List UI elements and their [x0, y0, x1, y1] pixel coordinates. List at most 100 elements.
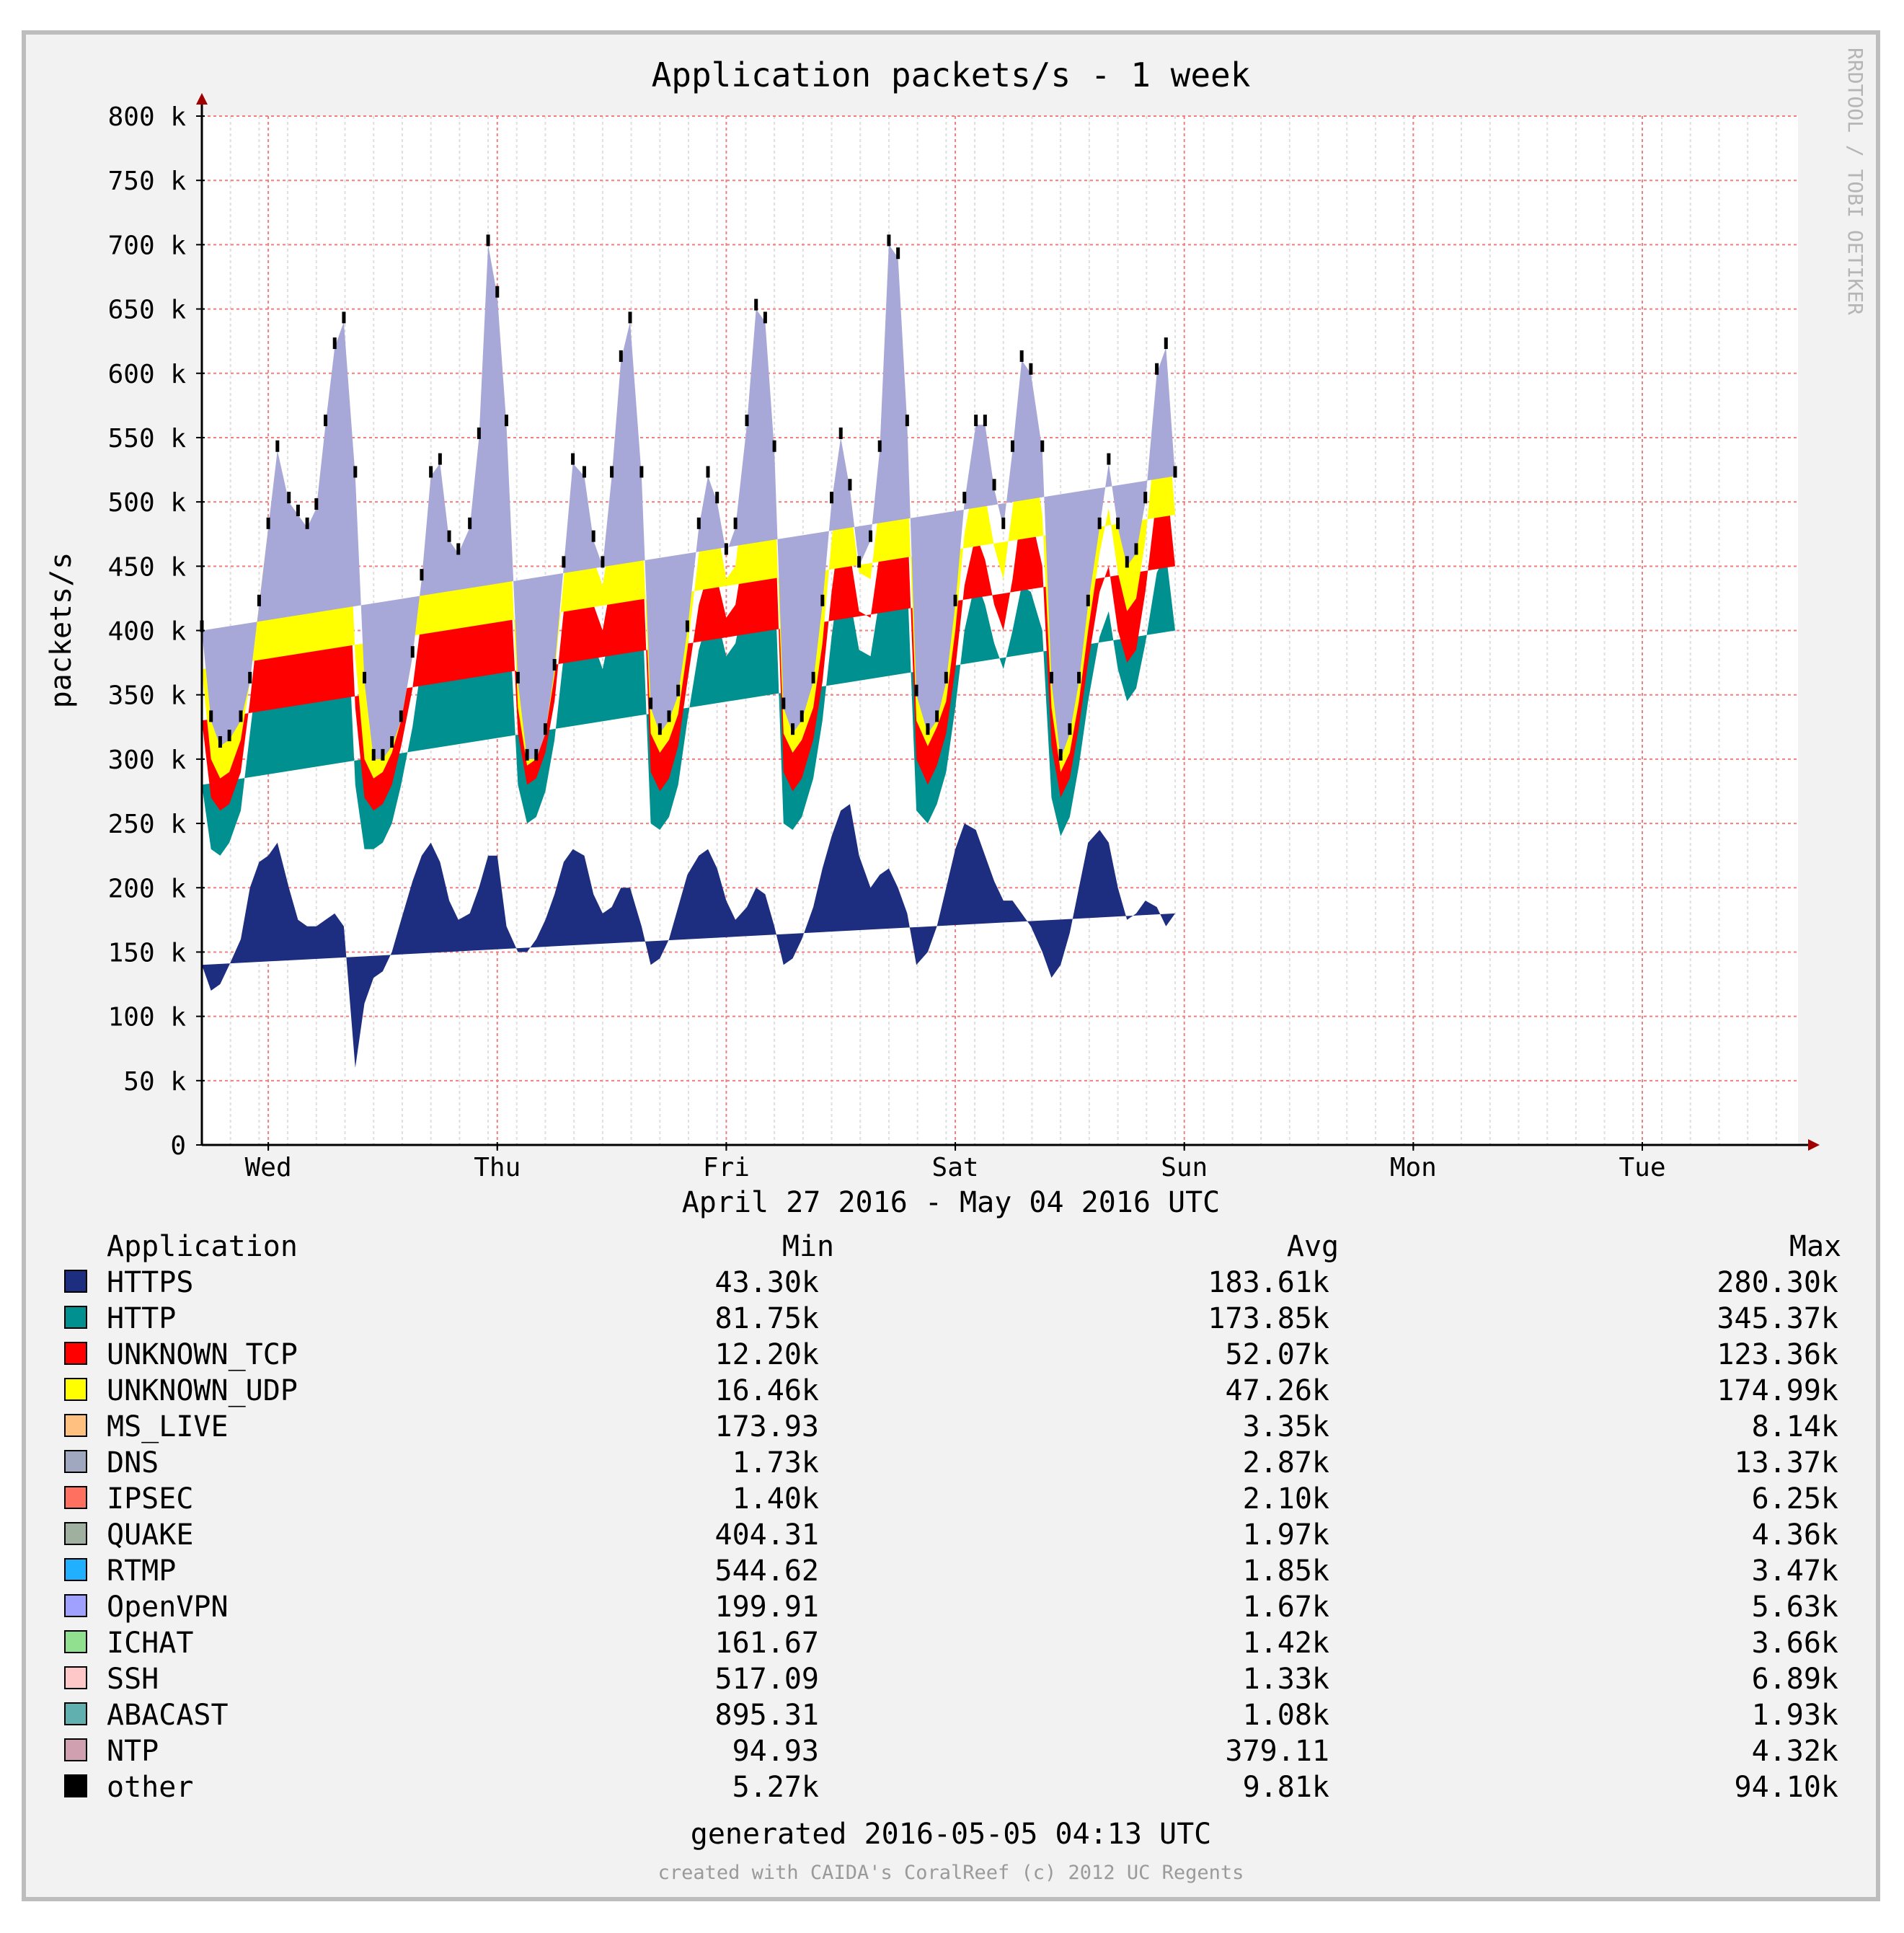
- y-tick-label: 700 k: [108, 231, 187, 260]
- y-tick-label: 300 k: [108, 746, 187, 775]
- legend-avg: 173.85k: [1208, 1302, 1329, 1335]
- legend-swatch: [64, 1702, 87, 1725]
- y-tick-label: 800 k: [108, 102, 187, 132]
- legend-swatch: [64, 1666, 87, 1689]
- legend-row-other: other 5.27k 9.81k 94.10k: [64, 1771, 1839, 1804]
- legend-min: 895.31: [715, 1699, 820, 1732]
- legend-avg: 2.87k: [1243, 1446, 1329, 1479]
- y-tick-label: 650 k: [108, 296, 187, 325]
- legend-max: 4.36k: [1752, 1518, 1838, 1552]
- other-spikes: [200, 234, 1177, 761]
- legend-swatch: [64, 1414, 87, 1437]
- y-tick-label: 200 k: [108, 874, 187, 903]
- legend-header-avg: Avg: [1287, 1230, 1339, 1263]
- legend-row-https: HTTPS 43.30k 183.61k 280.30k: [64, 1266, 1838, 1299]
- y-axis-label: packets/s: [45, 552, 78, 709]
- legend-name: OpenVPN: [107, 1591, 229, 1624]
- legend-row-ssh: SSH 517.09 1.33k 6.89k: [64, 1663, 1838, 1696]
- legend-row-ipsec: IPSEC 1.40k 2.10k 6.25k: [64, 1482, 1838, 1516]
- legend-header-max: Max: [1789, 1230, 1841, 1263]
- y-tick-label: 500 k: [108, 488, 187, 518]
- y-tick-label: 550 k: [108, 424, 187, 454]
- watermark: RRDTOOL / TOBI OETIKER: [1843, 48, 1867, 315]
- y-tick-label: 0: [170, 1131, 186, 1161]
- legend-min: 199.91: [715, 1591, 820, 1624]
- chart-title: Application packets/s - 1 week: [652, 56, 1251, 94]
- legend-swatch: [64, 1522, 87, 1545]
- legend-max: 4.32k: [1752, 1735, 1838, 1768]
- legend-max: 94.10k: [1735, 1771, 1839, 1804]
- legend-min: 173.93: [715, 1410, 820, 1443]
- legend-min: 1.73k: [732, 1446, 819, 1479]
- legend-avg: 9.81k: [1243, 1771, 1329, 1804]
- legend-min: 12.20k: [715, 1338, 820, 1371]
- legend-row-openvpn: OpenVPN 199.91 1.67k 5.63k: [64, 1591, 1838, 1624]
- y-tick-label: 600 k: [108, 360, 187, 389]
- y-tick-label: 350 k: [108, 681, 187, 711]
- legend-avg: 1.97k: [1243, 1518, 1329, 1552]
- legend-swatch: [64, 1378, 87, 1401]
- chart-frame: 0 50 k 100 k 150 k 200 k 250 k 300 k 350 k 400 k…: [22, 30, 1880, 1901]
- legend-max: 3.66k: [1752, 1627, 1838, 1660]
- legend-avg: 3.35k: [1243, 1410, 1329, 1443]
- legend-max: 5.63k: [1752, 1591, 1838, 1624]
- legend-swatch: [64, 1342, 87, 1365]
- legend-swatch: [64, 1594, 87, 1617]
- y-tick-label: 450 k: [108, 552, 187, 582]
- legend-row-dns: DNS 1.73k 2.87k 13.37k: [64, 1446, 1839, 1479]
- legend-min: 16.46k: [715, 1374, 820, 1407]
- legend-row-unknown_tcp: UNKNOWN_TCP 12.20k 52.07k 123.36k: [64, 1338, 1838, 1371]
- x-axis-label: April 27 2016 - May 04 2016 UTC: [682, 1186, 1221, 1219]
- generated-timestamp: generated 2016-05-05 04:13 UTC: [691, 1818, 1211, 1851]
- legend-swatch: [64, 1486, 87, 1509]
- legend-avg: 1.42k: [1243, 1627, 1329, 1660]
- legend-avg: 52.07k: [1226, 1338, 1330, 1371]
- legend-name: RTMP: [107, 1554, 176, 1588]
- x-tick-label-tue: Tue: [1619, 1153, 1665, 1182]
- legend-name: MS_LIVE: [107, 1410, 229, 1443]
- legend-max: 3.47k: [1752, 1554, 1838, 1588]
- legend-swatch: [64, 1450, 87, 1473]
- legend-avg: 47.26k: [1226, 1374, 1330, 1407]
- legend-min: 404.31: [715, 1518, 820, 1552]
- legend-avg: 379.11: [1226, 1735, 1330, 1768]
- legend-row-unknown_udp: UNKNOWN_UDP 16.46k 47.26k 174.99k: [64, 1374, 1838, 1407]
- legend-max: 174.99k: [1717, 1374, 1838, 1407]
- legend-swatch: [64, 1738, 87, 1761]
- x-axis-ticks: Wed Thu Fri Sat Sun Mon Tue: [245, 1142, 1666, 1182]
- credit-line: created with CAIDA's CoralReef (c) 2012 …: [658, 1862, 1244, 1884]
- legend-swatch: [64, 1270, 87, 1293]
- y-axis-arrow: [196, 93, 208, 105]
- legend-name: DNS: [107, 1446, 159, 1479]
- legend-avg: 1.08k: [1243, 1699, 1329, 1732]
- legend-max: 8.14k: [1752, 1410, 1838, 1443]
- x-tick-label-thu: Thu: [474, 1153, 521, 1182]
- legend-name: HTTPS: [107, 1266, 193, 1299]
- legend-swatch: [64, 1558, 87, 1581]
- y-tick-label: 750 k: [108, 167, 187, 196]
- legend-max: 6.25k: [1752, 1482, 1838, 1516]
- legend-name: IPSEC: [107, 1482, 193, 1516]
- legend: Application Min Avg Max HTTPS 43.30k 183.6…: [64, 1230, 1841, 1804]
- y-axis-ticks: 0 50 k 100 k 150 k 200 k 250 k 300 k 350 k 400 k…: [108, 102, 205, 1161]
- x-tick-label-wed: Wed: [245, 1153, 292, 1182]
- legend-row-quake: QUAKE 404.31 1.97k 4.36k: [64, 1518, 1838, 1552]
- area-https: [202, 804, 1175, 1068]
- legend-header-min: Min: [782, 1230, 834, 1263]
- legend-name: SSH: [107, 1663, 159, 1696]
- axes: [196, 93, 1820, 1151]
- y-tick-label: 100 k: [108, 1003, 187, 1032]
- area-minor-apps: [202, 244, 1175, 759]
- legend-min: 517.09: [715, 1663, 820, 1696]
- legend-row-ichat: ICHAT 161.67 1.42k 3.66k: [64, 1627, 1838, 1660]
- x-axis-arrow: [1808, 1139, 1820, 1151]
- legend-min: 161.67: [715, 1627, 820, 1660]
- x-tick-label-sun: Sun: [1161, 1153, 1208, 1182]
- legend-name: other: [107, 1771, 193, 1804]
- legend-max: 6.89k: [1752, 1663, 1838, 1696]
- legend-name: HTTP: [107, 1302, 176, 1335]
- legend-min: 544.62: [715, 1554, 820, 1588]
- legend-min: 1.40k: [732, 1482, 819, 1516]
- legend-max: 13.37k: [1735, 1446, 1839, 1479]
- legend-avg: 1.67k: [1243, 1591, 1329, 1624]
